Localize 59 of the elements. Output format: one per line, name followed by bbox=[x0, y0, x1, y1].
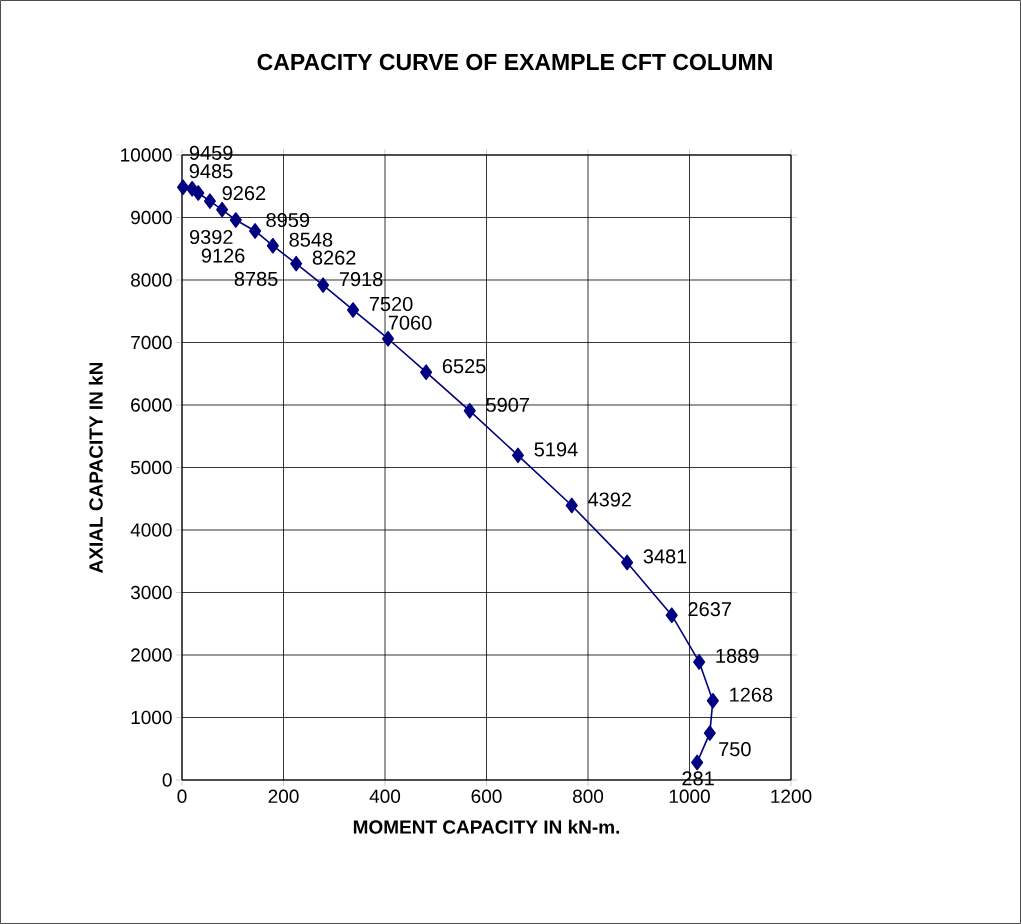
point bbox=[317, 277, 330, 293]
y-tick-label: 2000 bbox=[131, 648, 172, 662]
y-tick-label: 3000 bbox=[130, 585, 172, 600]
y-tick-label: 9000 bbox=[131, 210, 172, 225]
y-tick-label: 8000 bbox=[131, 273, 172, 287]
point bbox=[693, 654, 706, 670]
data-label: 9392 bbox=[189, 229, 233, 245]
point bbox=[229, 212, 242, 228]
x-tick-label: 800 bbox=[572, 789, 604, 803]
point bbox=[621, 554, 634, 571]
point bbox=[290, 255, 303, 272]
point bbox=[192, 185, 205, 201]
data-label: 1889 bbox=[716, 648, 759, 663]
y-tick-label: 5000 bbox=[130, 460, 172, 475]
data-label: 8548 bbox=[289, 232, 333, 247]
data-label: 1268 bbox=[730, 687, 773, 702]
y-tick-label: 0 bbox=[162, 773, 172, 787]
x-axis-title: MOMENT CAPACITY IN kN-m. bbox=[353, 819, 620, 834]
x-tick-label: 1200 bbox=[771, 789, 812, 803]
point bbox=[511, 447, 525, 464]
data-label: 9485 bbox=[189, 164, 233, 179]
x-tick-label: 600 bbox=[471, 789, 502, 803]
y-tick-label: 4000 bbox=[130, 523, 172, 537]
point bbox=[216, 201, 229, 218]
point bbox=[176, 179, 190, 195]
point bbox=[706, 692, 719, 709]
point bbox=[665, 607, 678, 623]
data-label: 8262 bbox=[312, 250, 356, 265]
point bbox=[266, 237, 279, 254]
data-label: 7060 bbox=[388, 315, 432, 330]
point bbox=[463, 403, 476, 419]
point bbox=[420, 364, 433, 380]
x-tick-label: 0 bbox=[177, 789, 187, 803]
point bbox=[249, 223, 262, 239]
point bbox=[565, 497, 578, 514]
x-tick-label: 200 bbox=[268, 789, 299, 803]
point bbox=[382, 330, 395, 347]
data-label: 3481 bbox=[643, 549, 687, 564]
data-label: 9126 bbox=[201, 248, 245, 263]
point bbox=[346, 302, 360, 318]
data-label: 7520 bbox=[369, 296, 413, 312]
y-tick-label: 10000 bbox=[121, 148, 172, 162]
data-label: 6525 bbox=[442, 359, 486, 374]
x-tick-label: 1000 bbox=[669, 789, 710, 803]
data-label: 7918 bbox=[339, 272, 383, 287]
point bbox=[203, 193, 216, 209]
y-tick-label: 6000 bbox=[131, 398, 172, 412]
y-axis-title: AXIAL CAPACITY IN kN bbox=[88, 362, 103, 573]
data-label: 4392 bbox=[587, 492, 631, 507]
y-tick-label: 1000 bbox=[131, 710, 172, 725]
chart-title: CAPACITY CURVE OF EXAMPLE CFT COLUMN bbox=[257, 53, 772, 71]
x-tick-label: 400 bbox=[369, 789, 401, 803]
data-label: 9262 bbox=[222, 186, 266, 201]
point bbox=[691, 754, 704, 771]
data-label: 750 bbox=[719, 742, 751, 757]
point bbox=[703, 725, 716, 741]
data-label: 8785 bbox=[234, 271, 278, 286]
data-label: 5194 bbox=[534, 442, 578, 457]
y-tick-label: 7000 bbox=[131, 335, 172, 350]
